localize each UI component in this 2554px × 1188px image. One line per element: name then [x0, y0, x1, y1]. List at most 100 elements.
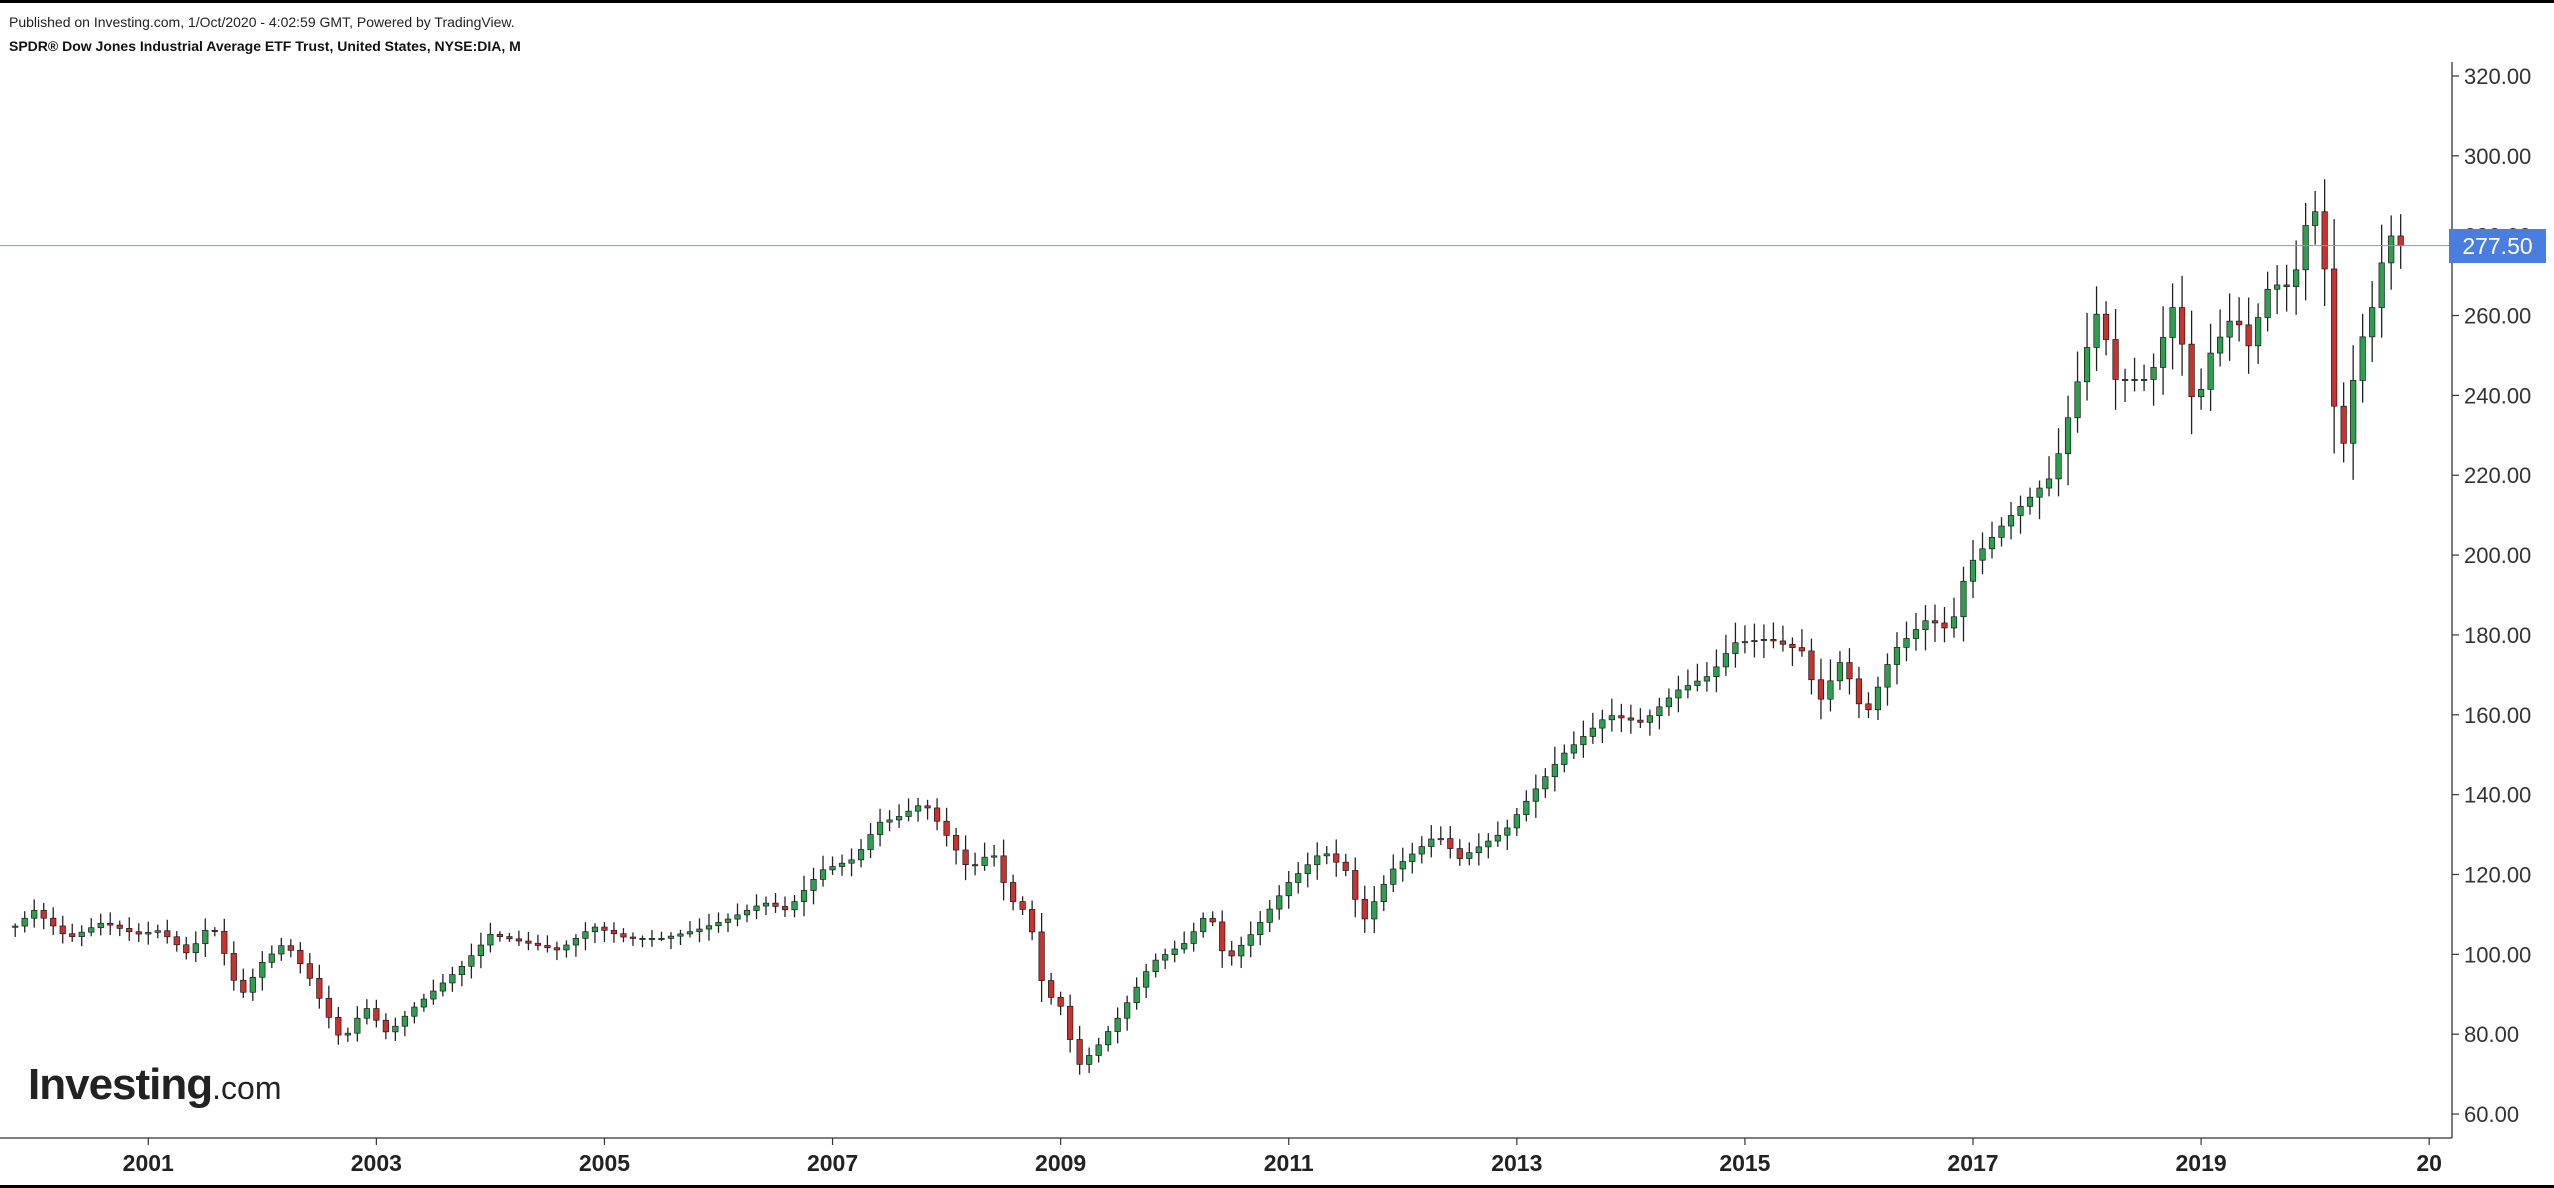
candle — [658, 931, 665, 942]
candle-body-up — [838, 862, 846, 867]
candle-body-down — [1808, 650, 1815, 681]
candle-body-up — [2083, 347, 2091, 383]
candle — [620, 928, 627, 943]
candle — [943, 807, 950, 847]
candle — [420, 993, 427, 1012]
candle — [876, 808, 884, 847]
candle — [563, 940, 570, 958]
candle-body-down — [69, 933, 76, 937]
candle — [2121, 368, 2129, 402]
candle — [411, 1002, 418, 1024]
y-tick-label: 320.00 — [2464, 64, 2531, 89]
candle — [430, 979, 437, 1005]
candle-body-down — [1067, 1005, 1074, 1040]
candle-body-up — [829, 866, 836, 871]
candle — [230, 941, 237, 991]
candle — [1333, 839, 1340, 877]
candle-body-up — [800, 890, 808, 902]
candle — [1665, 688, 1672, 716]
candle — [1171, 940, 1178, 963]
candle — [401, 1010, 408, 1037]
candle-body-down — [107, 922, 114, 926]
candle — [1266, 900, 1273, 933]
investing-logo: Investing.com — [28, 1060, 282, 1110]
candle — [1941, 607, 1948, 643]
candle-body-up — [2255, 317, 2262, 347]
candle — [1808, 638, 1815, 695]
candle-body-down — [183, 944, 190, 954]
candle-body-up — [1086, 1055, 1093, 1065]
candle-body-up — [1950, 616, 1958, 629]
candle-body-up — [1152, 959, 1159, 972]
candle — [1779, 625, 1787, 652]
candle-body-up — [1656, 706, 1663, 717]
candle-body-up — [2093, 313, 2100, 348]
candle — [173, 931, 180, 952]
candle — [1722, 634, 1730, 676]
candle — [819, 855, 827, 887]
candle-body-down — [620, 933, 627, 938]
candle-body-down — [1038, 931, 1045, 981]
candle — [344, 1027, 351, 1042]
candle — [1219, 910, 1226, 968]
candle-body-up — [2293, 269, 2300, 287]
candle-body-down — [933, 807, 941, 822]
candle-body-up — [1095, 1044, 1102, 1056]
candle-body-up — [1257, 922, 1264, 935]
candle-body-down — [1209, 918, 1216, 923]
candle-body-down — [1627, 717, 1634, 721]
y-tick-label: 60.00 — [2464, 1102, 2519, 1127]
candle-body-up — [895, 816, 903, 821]
candle-body-down — [2102, 313, 2110, 340]
x-tick-label: 20 — [2416, 1150, 2442, 1176]
candle — [1551, 746, 1558, 792]
candle — [715, 912, 722, 933]
candle-body-down — [534, 942, 542, 946]
candle-body-up — [582, 931, 589, 939]
candle — [1466, 842, 1473, 866]
candle-body-down — [2283, 284, 2290, 287]
candle-body-up — [724, 918, 732, 923]
candle-body-down — [230, 953, 237, 981]
candle-body-down — [1637, 719, 1644, 723]
candle — [2226, 293, 2233, 361]
candle — [1570, 731, 1577, 759]
candle — [2207, 323, 2214, 411]
candle-body-up — [468, 955, 475, 967]
candle — [1181, 931, 1188, 954]
candle — [914, 797, 922, 822]
candle-body-up — [991, 855, 998, 858]
candle-body-up — [1200, 918, 1207, 933]
candle — [648, 930, 656, 947]
candle — [677, 929, 684, 946]
candle — [2026, 487, 2034, 515]
candle — [1428, 825, 1435, 858]
candle — [2293, 240, 2300, 315]
candle — [1228, 940, 1235, 966]
candle-body-up — [686, 931, 694, 935]
candle — [1561, 744, 1568, 773]
candle — [1580, 720, 1587, 758]
candle — [50, 907, 57, 936]
candle-body-up — [21, 917, 28, 927]
candle — [1019, 896, 1026, 915]
candle — [2159, 306, 2167, 395]
candle-body-up — [2131, 379, 2138, 381]
candle — [515, 930, 523, 946]
candle-body-down — [325, 997, 332, 1018]
candle-body-up — [1969, 559, 1977, 582]
x-tick-label: 2005 — [579, 1150, 630, 1176]
candle-body-down — [1228, 950, 1235, 957]
candle — [2112, 308, 2119, 410]
candle — [991, 844, 998, 867]
candle-body-down — [135, 931, 142, 935]
candle-body-up — [1162, 954, 1169, 961]
candle — [1713, 649, 1720, 693]
candle — [544, 935, 551, 953]
candle-body-up — [1504, 827, 1511, 836]
candle-body-up — [1513, 814, 1520, 829]
candle-body-up — [1409, 853, 1416, 862]
candle-body-down — [221, 930, 228, 954]
candle — [1523, 790, 1530, 822]
